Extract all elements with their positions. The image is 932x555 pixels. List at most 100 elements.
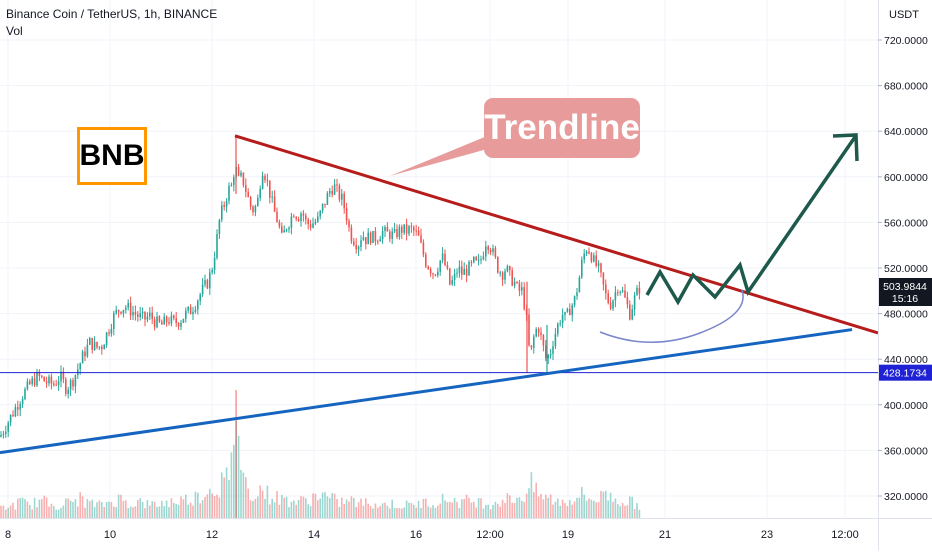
candle-body [593,255,595,262]
price-axis[interactable]: USDT 720.0000 680.0000 640.0000 600.0000 560.… [878,0,932,550]
candle-body [60,371,62,382]
candle-body [134,312,137,315]
candle-body [7,422,9,432]
volume-bar [372,508,374,518]
volume-bar [163,506,165,518]
volume-bar [295,504,297,518]
time-axis-bg [0,518,878,550]
candle-body [590,253,593,262]
volume-bar [597,502,600,518]
volume-bar [81,496,84,518]
volume-bar [38,499,41,518]
candle-body [542,334,545,346]
volume-bar [408,502,410,518]
candle-body [33,378,36,386]
volume-bar [314,493,317,518]
candles [0,135,641,439]
volume-bar [300,496,302,518]
candle-body [396,228,398,238]
price-tick-label: 600.0000 [884,172,928,184]
volume-bar [329,498,331,518]
volume-bar [547,497,549,518]
volume-legend[interactable]: Vol [6,24,23,38]
volume-bar [21,497,24,518]
candle-body [449,268,451,285]
candle-body [626,297,629,305]
volume-bar [422,498,425,518]
candle-body [569,308,571,316]
volume-bar [617,504,619,518]
candle-body [103,345,105,350]
volume-bar [98,500,101,518]
candle-body [499,272,501,274]
candle-body [331,190,333,195]
candle-body [453,273,456,281]
candle-body [113,313,115,330]
volume-bar [595,502,597,518]
candle-body [127,302,129,308]
candle-body [549,353,552,356]
candle-body [477,259,480,261]
volume-bar [242,472,245,518]
candle-body [314,221,317,224]
candle-body [492,248,494,253]
candle-body [81,351,84,364]
volume-bar [427,506,429,518]
candle-body [523,287,525,309]
volume-bar [62,505,65,518]
symbol-legend[interactable]: Binance Coin / TetherUS, 1h, BINANCE [6,7,218,21]
candle-body [125,307,127,310]
candle-body [139,313,141,317]
volume-bar [317,500,319,518]
time-axis[interactable]: 8 10 12 14 16 12:00 19 21 23 12:00 [0,518,932,550]
candle-body [473,256,475,263]
candle-body [285,229,288,231]
volume-bar [259,485,261,518]
volume-bar [333,493,336,518]
candle-body [297,219,300,222]
candle-body [365,237,367,245]
volume-bar [65,498,67,518]
candle-body [420,235,422,243]
volume-bar [528,488,530,518]
volume-bar [609,492,612,518]
candle-body [566,308,569,312]
candle-body [581,259,583,278]
candle-body [355,244,357,250]
volume-bar [139,498,141,518]
candle-body [389,231,391,239]
candle-body [228,186,230,201]
candle-body [305,215,307,220]
candle-body [343,193,345,209]
volume-bar [144,508,146,518]
volume-bar [590,499,593,518]
candle-body [348,220,350,228]
volume-bar [542,499,545,518]
candle-body [199,294,201,301]
candle-body [254,206,257,213]
volume-bar [537,496,540,518]
volume-bar [554,501,557,518]
candle-body [417,230,420,236]
volume-bar [117,494,120,518]
volume-bar [50,503,53,518]
candle-body [141,311,144,314]
time-tick-label: 10 [104,529,116,541]
volume-bar [201,500,204,518]
volume-bar [533,492,535,518]
volume-bar [348,501,350,518]
volume-bar [540,493,542,518]
candle-body [79,363,81,370]
volume-bar [283,497,285,518]
price-tick-label: 640.0000 [884,126,928,138]
volume-bar [345,499,348,518]
volume-bar [69,500,72,518]
candle-body [518,282,521,291]
candle-body [96,341,98,348]
volume-bar [197,492,199,518]
volume-bar [41,499,43,518]
candle-body [516,281,518,283]
candle-body [425,254,427,267]
